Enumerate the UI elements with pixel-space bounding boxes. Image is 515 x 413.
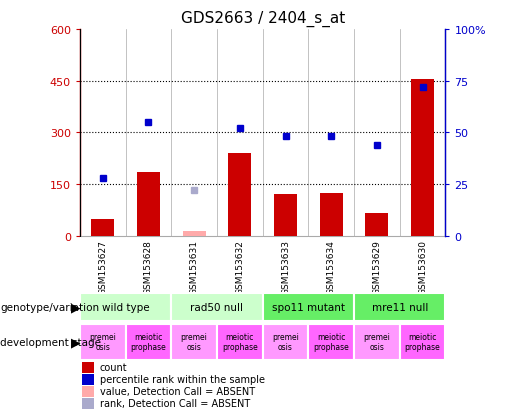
Text: premei
osis: premei osis [89,332,116,351]
Text: GSM153634: GSM153634 [327,240,336,294]
Bar [308,324,354,360]
Bar [400,324,445,360]
Bar [80,293,171,321]
Text: GSM153631: GSM153631 [190,240,199,294]
Text: meiotic
prophase: meiotic prophase [405,332,440,351]
Text: genotype/variation: genotype/variation [0,302,99,312]
Bar [91,219,114,236]
Bar [171,293,263,321]
Bar [82,375,94,385]
Bar [263,324,308,360]
Text: meiotic
prophase: meiotic prophase [313,332,349,351]
Text: rank, Detection Call = ABSENT: rank, Detection Call = ABSENT [100,398,250,408]
Title: GDS2663 / 2404_s_at: GDS2663 / 2404_s_at [181,11,345,27]
Text: GSM153632: GSM153632 [235,240,244,294]
Text: count: count [100,362,128,372]
Text: wild type: wild type [102,302,149,312]
Text: premei
osis: premei osis [272,332,299,351]
Bar [320,193,342,236]
Text: GSM153629: GSM153629 [372,240,382,294]
Bar [82,386,94,397]
Bar [366,214,388,236]
Text: GSM153633: GSM153633 [281,240,290,294]
Text: rad50 null: rad50 null [191,302,244,312]
Bar [217,324,263,360]
Bar [274,195,297,236]
Text: meiotic
prophase: meiotic prophase [222,332,258,351]
Bar [80,324,126,360]
Bar [183,231,205,236]
Text: value, Detection Call = ABSENT: value, Detection Call = ABSENT [100,386,255,396]
Text: percentile rank within the sample: percentile rank within the sample [100,374,265,384]
Text: GSM153630: GSM153630 [418,240,427,294]
Bar [354,293,445,321]
Bar [82,363,94,373]
Bar [411,80,434,236]
Bar [228,154,251,236]
Bar [263,293,354,321]
Text: mre11 null: mre11 null [372,302,428,312]
Text: ▶: ▶ [71,335,81,349]
Text: premei
osis: premei osis [181,332,208,351]
Text: meiotic
prophase: meiotic prophase [130,332,166,351]
Text: GSM153627: GSM153627 [98,240,107,294]
Bar [354,324,400,360]
Bar [171,324,217,360]
Text: premei
osis: premei osis [364,332,390,351]
Text: GSM153628: GSM153628 [144,240,153,294]
Text: ▶: ▶ [71,301,81,313]
Text: development stage: development stage [0,337,101,347]
Bar [82,398,94,408]
Text: spo11 mutant: spo11 mutant [272,302,345,312]
Bar [137,173,160,236]
Bar [126,324,171,360]
